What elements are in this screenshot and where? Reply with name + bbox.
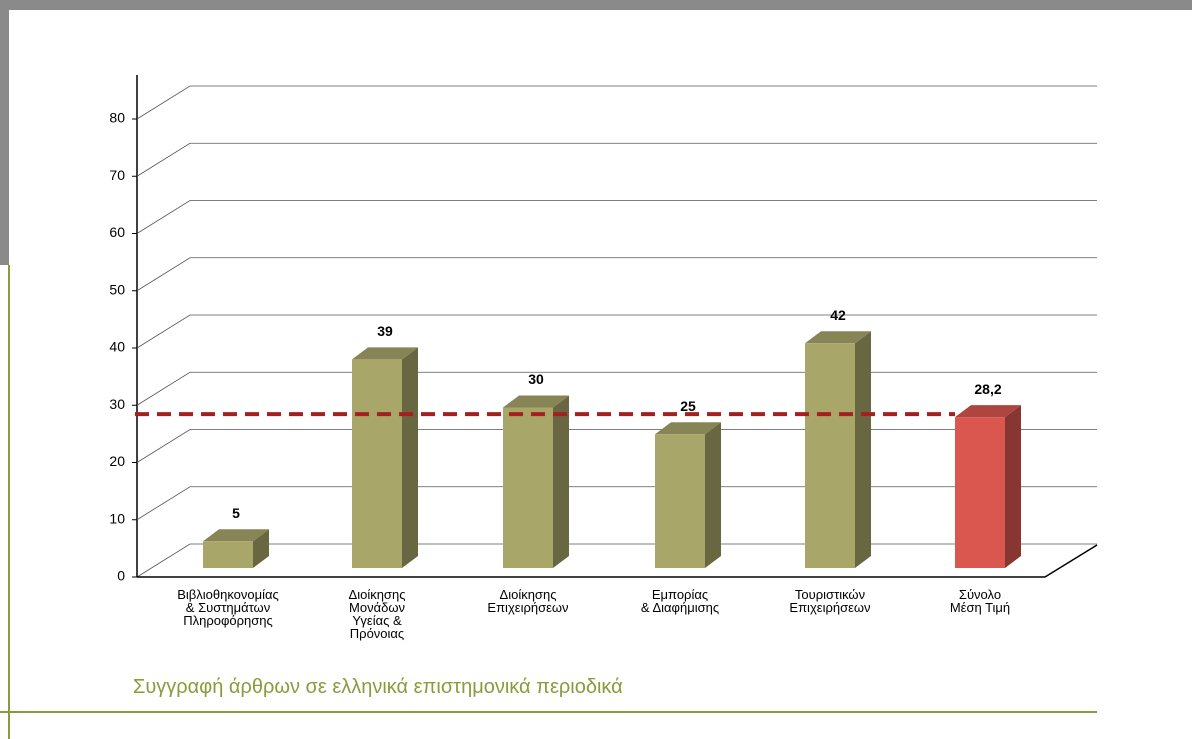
y-tick-label: 50 [109,281,125,297]
bar-top [203,529,269,542]
grid-line [136,85,1097,120]
bar [805,343,855,568]
bar-top [352,347,418,360]
bar [955,417,1005,568]
x-tick-label: Εμπορίας & Διαφήμισης [640,587,720,615]
bar-top [805,331,871,344]
chart-title: Συγγραφή άρθρων σε ελληνικά επιστημονικά… [133,676,623,698]
y-tick-label: 30 [109,396,125,412]
value-label: 5 [232,505,240,521]
bar-top [503,395,569,408]
x-tick-label: Σύνολο Μέση Τιμή [949,587,1011,615]
value-label: 25 [680,398,696,414]
y-tick-label: 60 [109,224,125,240]
bar [352,359,402,568]
value-label: 39 [377,323,393,339]
y-tick-label: 0 [117,568,125,584]
bar [655,434,705,568]
y-tick-label: 80 [109,110,125,126]
x-tick-label: Βιβλιοθηκονομίας & Συστημάτων Πληροφόρησ… [177,587,279,628]
floor-edge [137,544,1098,578]
bar-side [855,331,871,568]
y-tick-label: 10 [109,510,125,526]
banner [0,0,1192,10]
x-tick-label: Τουριστικών Επιχειρήσεων [789,587,871,615]
x-tick-label: Διοίκησης Επιχειρήσεων [487,587,569,615]
grid-line [136,429,1097,463]
bar-side [253,529,269,568]
bar-side [402,347,418,568]
grid-line [136,314,1097,349]
bar-top [655,422,721,435]
y-tick-label: 20 [109,453,125,469]
bar [503,407,553,568]
grid-line [136,257,1097,292]
bar-side [1005,405,1021,568]
bar-side [553,395,569,568]
bar-top [955,405,1021,418]
grid-line [136,142,1097,177]
grid-line [136,371,1097,406]
grid-line [136,486,1097,521]
grid-line [136,543,1097,578]
bar [203,541,253,568]
banner-side [0,0,9,265]
grid-line [136,200,1097,234]
x-tick-label: Διοίκησης Μονάδων Υγείας & Πρόνοιας [348,587,406,641]
value-label: 30 [528,371,544,387]
value-label: 42 [830,307,846,323]
y-tick-label: 40 [109,339,125,355]
value-label: 28,2 [974,381,1001,397]
bar-side [705,422,721,568]
y-tick-label: 70 [109,167,125,183]
